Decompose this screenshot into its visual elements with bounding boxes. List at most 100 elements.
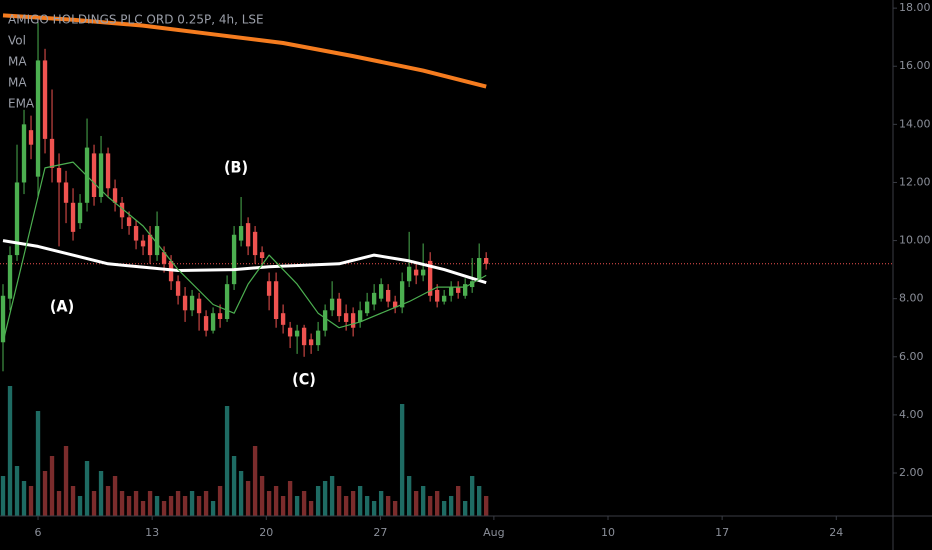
volume-bar	[427, 496, 433, 516]
volume-bar	[371, 501, 377, 516]
indicator-label: EMA	[8, 97, 35, 111]
candle-body	[154, 226, 160, 256]
candle-body	[189, 295, 195, 311]
volume-bar	[210, 501, 216, 516]
volume-bar	[245, 481, 251, 516]
y-tick-label: 12.00	[899, 175, 931, 188]
volume-bar	[406, 476, 412, 516]
candle-body	[182, 295, 188, 311]
volume-bar	[378, 491, 384, 516]
y-tick-label: 18.00	[899, 1, 931, 14]
candle-body	[56, 167, 62, 183]
volume-bar	[420, 486, 426, 516]
candle-body	[350, 313, 356, 328]
candle-body	[322, 310, 328, 331]
volume-bar	[266, 491, 272, 516]
candle-body	[413, 269, 419, 276]
volume-bar	[224, 406, 230, 516]
annotation: (A)	[50, 297, 74, 316]
candle-body	[119, 202, 125, 218]
candle-body	[308, 339, 314, 346]
candle-body	[175, 281, 181, 296]
candle-body	[343, 313, 349, 322]
candle-body	[469, 281, 475, 288]
candle-body	[21, 124, 27, 183]
volume-bar	[441, 501, 447, 516]
x-tick-label: 6	[35, 526, 42, 539]
y-tick-label: 6.00	[899, 350, 924, 363]
indicator-label: MA	[8, 55, 27, 69]
candle-body	[133, 226, 139, 241]
candle-body	[238, 226, 244, 241]
volume-bar	[168, 496, 174, 516]
volume-bar	[112, 476, 118, 516]
x-tick-label: 20	[259, 526, 273, 539]
volume-bar	[469, 476, 475, 516]
volume-bar	[413, 491, 419, 516]
candle-body	[42, 60, 48, 139]
candle-body	[203, 316, 209, 331]
volume-bar	[21, 481, 27, 516]
volume-bar	[175, 491, 181, 516]
candle-body	[126, 217, 132, 227]
volume-bar	[231, 456, 237, 516]
candle-body	[266, 281, 272, 296]
candle-body	[161, 252, 167, 264]
candle-body	[378, 284, 384, 299]
volume-bar	[301, 491, 307, 516]
moving-average-line	[2, 161, 487, 343]
candle-body	[455, 287, 461, 293]
volume-bar	[350, 491, 356, 516]
candle-body	[441, 295, 447, 302]
candle-body	[140, 240, 146, 247]
volume-bar	[105, 486, 111, 516]
volume-bar	[385, 496, 391, 516]
volume-bar	[259, 476, 265, 516]
candle-body	[427, 260, 433, 296]
candle-body	[399, 281, 405, 308]
candle-body	[273, 281, 279, 320]
indicator-label: Vol	[8, 34, 26, 48]
candle-body	[49, 138, 55, 168]
volume-bar	[147, 491, 153, 516]
volume-bar	[77, 496, 83, 516]
candle-body	[364, 301, 370, 314]
volume-bar	[448, 496, 454, 516]
volume-bar	[203, 491, 209, 516]
volume-bar	[287, 481, 293, 516]
x-tick-label: 24	[829, 526, 843, 539]
candle-body	[406, 266, 412, 282]
volume-bar	[91, 491, 97, 516]
candle-body	[70, 202, 76, 232]
candle-body	[35, 60, 41, 177]
candle-body	[357, 310, 363, 322]
volume-bar	[28, 486, 34, 516]
volume-bar	[70, 486, 76, 516]
candle-body	[462, 284, 468, 296]
volume-bar	[217, 486, 223, 516]
volume-bar	[56, 491, 62, 516]
volume-bar	[273, 486, 279, 516]
volume-bar	[434, 491, 440, 516]
volume-bar	[196, 496, 202, 516]
volume-bar	[329, 476, 335, 516]
volume-bar	[357, 486, 363, 516]
volume-bar	[252, 446, 258, 516]
candle-body	[329, 298, 335, 311]
candle-body	[210, 313, 216, 331]
candle-body	[63, 182, 69, 203]
volume-bar	[455, 486, 461, 516]
volume-bar	[14, 466, 20, 516]
volume-bar	[364, 496, 370, 516]
candle-body	[77, 202, 83, 224]
volume-bar	[126, 496, 132, 516]
candle-body	[483, 258, 489, 264]
x-tick-label: 13	[145, 526, 159, 539]
candle-body	[420, 269, 426, 276]
volume-bar	[294, 496, 300, 516]
volume-bar	[154, 496, 160, 516]
candle-body	[98, 153, 104, 197]
volume-bar	[336, 486, 342, 516]
volume-bar	[42, 471, 48, 516]
y-tick-label: 2.00	[899, 466, 924, 479]
